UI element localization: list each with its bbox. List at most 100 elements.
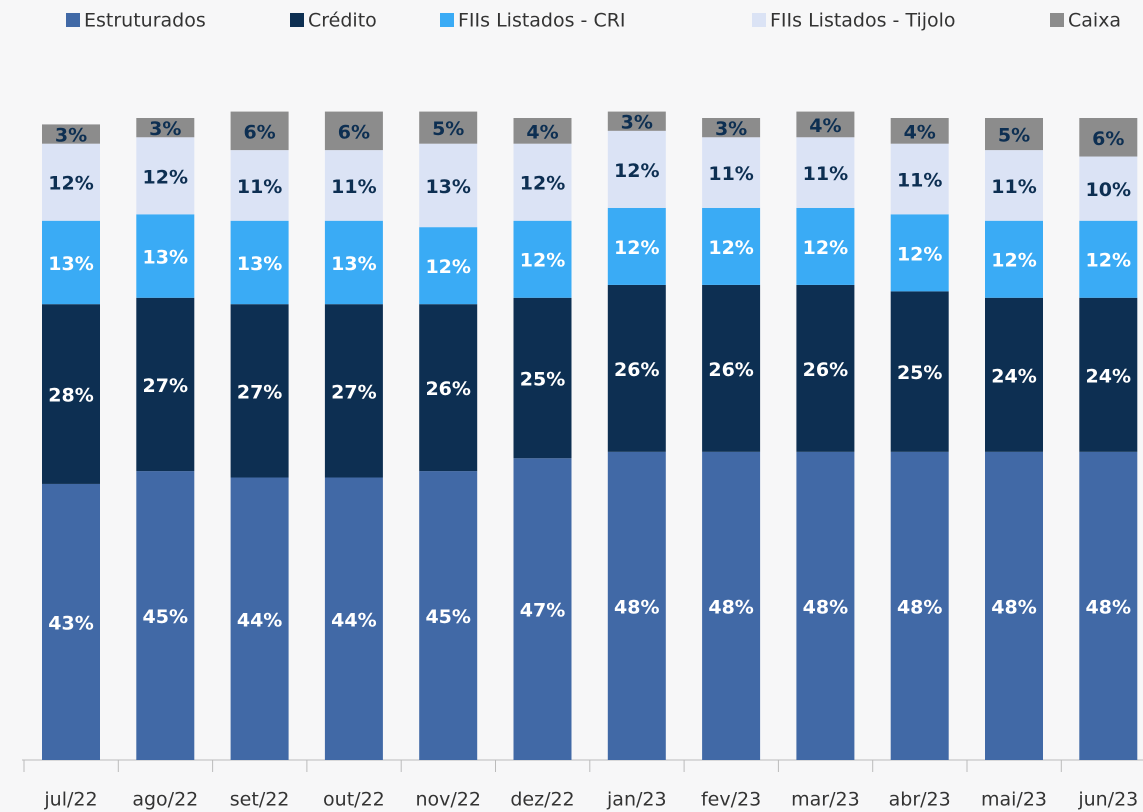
bar-segment <box>890 451 949 760</box>
value-label: 45% <box>143 606 188 628</box>
value-label: 48% <box>1086 596 1131 618</box>
x-tick-label: set/22 <box>230 789 290 811</box>
x-tick-label: abr/23 <box>889 789 951 811</box>
value-label: 12% <box>803 237 848 259</box>
value-label: 6% <box>243 121 275 143</box>
legend-swatch <box>66 13 80 27</box>
legend-label: Estruturados <box>84 10 206 32</box>
value-label: 12% <box>425 256 470 278</box>
x-tick-label: ago/22 <box>132 789 198 811</box>
bar-segment <box>985 118 1043 151</box>
x-tick-label: mai/23 <box>981 789 1047 811</box>
bar-segment <box>607 284 666 452</box>
bar-segment <box>42 483 100 760</box>
legend-swatch <box>290 13 304 27</box>
bar-segment <box>702 118 761 138</box>
bar-segment <box>607 451 666 760</box>
bar-segment <box>513 458 572 760</box>
x-tick-label: out/22 <box>323 789 385 811</box>
value-label: 3% <box>149 118 181 140</box>
value-label: 27% <box>331 381 376 403</box>
value-label: 26% <box>425 378 470 400</box>
bar-segment <box>607 111 666 131</box>
value-label: 24% <box>1086 365 1131 387</box>
value-label: 12% <box>897 243 942 265</box>
value-label: 45% <box>425 606 470 628</box>
x-tick-label: jul/22 <box>43 789 97 811</box>
value-label: 48% <box>991 596 1036 618</box>
value-label: 12% <box>143 166 188 188</box>
value-label: 25% <box>897 362 942 384</box>
bar-segment <box>1079 118 1138 157</box>
bar-segment <box>1079 220 1138 298</box>
value-label: 11% <box>237 176 282 198</box>
bar-segment <box>324 304 383 478</box>
x-tick-label: fev/23 <box>701 789 761 811</box>
value-label: 24% <box>991 365 1036 387</box>
bar-segment <box>230 150 289 221</box>
legend-label: FIIs Listados - CRI <box>458 10 626 32</box>
bar-segment <box>42 220 100 305</box>
bar-segment <box>513 118 572 144</box>
bar-segment <box>1079 156 1138 221</box>
bar-segment <box>796 207 855 285</box>
value-label: 12% <box>1086 250 1131 272</box>
legend-swatch <box>440 13 454 27</box>
value-label: 12% <box>520 250 565 272</box>
value-label: 11% <box>708 163 753 185</box>
bar-segment <box>796 451 855 760</box>
bar-segment <box>985 150 1043 221</box>
bar-segment <box>324 150 383 221</box>
value-label: 11% <box>331 176 376 198</box>
x-tick-label: mar/23 <box>791 789 860 811</box>
bar-segment <box>136 214 195 298</box>
bar-segment <box>985 220 1043 298</box>
value-label: 5% <box>432 118 464 140</box>
bar-segment <box>42 143 100 221</box>
bar-segment <box>890 214 949 292</box>
value-label: 13% <box>331 253 376 275</box>
x-tick-label: jun/23 <box>1077 789 1138 811</box>
bar-segment <box>136 297 195 472</box>
value-label: 13% <box>143 247 188 269</box>
value-label: 6% <box>1092 128 1124 150</box>
value-label: 3% <box>55 125 87 147</box>
value-label: 5% <box>998 125 1030 147</box>
value-label: 11% <box>991 176 1036 198</box>
bar-segment <box>513 143 572 221</box>
x-tick-label: nov/22 <box>415 789 481 811</box>
bar-segment <box>419 111 478 144</box>
bar-segment <box>702 284 761 452</box>
value-label: 11% <box>897 169 942 191</box>
value-label: 6% <box>338 121 370 143</box>
value-label: 48% <box>803 596 848 618</box>
bar-segment <box>419 143 478 228</box>
bar-segment <box>419 227 478 305</box>
bar-segment <box>1079 297 1138 452</box>
value-label: 44% <box>237 609 282 631</box>
value-label: 44% <box>331 609 376 631</box>
value-label: 47% <box>520 600 565 622</box>
bar-segment <box>324 477 383 760</box>
value-label: 48% <box>614 596 659 618</box>
bar-segment <box>796 137 855 208</box>
bar-segment <box>890 291 949 452</box>
bar-segment <box>607 130 666 208</box>
x-tick-label: dez/22 <box>510 789 574 811</box>
legend-swatch <box>752 13 766 27</box>
bar-segment <box>419 471 478 760</box>
bar-segment <box>513 220 572 298</box>
value-label: 48% <box>897 596 942 618</box>
bar-segment <box>42 124 100 144</box>
value-label: 48% <box>708 596 753 618</box>
value-label: 13% <box>425 176 470 198</box>
bar-segment <box>419 304 478 472</box>
value-label: 26% <box>614 359 659 381</box>
value-label: 13% <box>237 253 282 275</box>
bar-segment <box>890 143 949 215</box>
value-label: 12% <box>614 160 659 182</box>
value-label: 3% <box>715 118 747 140</box>
bar-segment <box>324 220 383 305</box>
x-tick-label: jan/23 <box>606 789 667 811</box>
